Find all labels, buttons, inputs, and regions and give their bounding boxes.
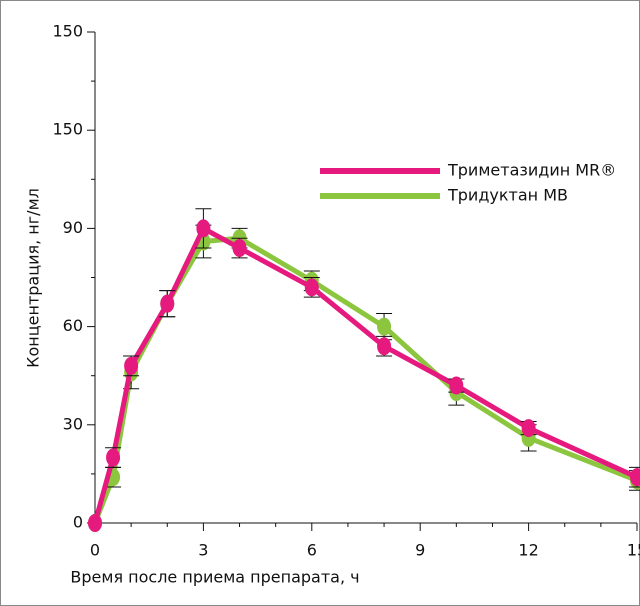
x-tick-label: 9 <box>415 541 425 560</box>
y-axis-label: Концентрация, нг/мл <box>24 188 43 368</box>
y-tick-label: 90 <box>63 218 83 237</box>
legend-label: Тридуктан МВ <box>447 186 568 205</box>
x-tick-label: 0 <box>90 541 100 560</box>
x-tick-label: 6 <box>307 541 317 560</box>
point <box>449 376 464 395</box>
y-tick-label: 60 <box>63 316 83 335</box>
point <box>88 514 102 532</box>
legend-label: Триметазидин MR® <box>447 161 616 180</box>
x-tick-label: 3 <box>198 541 208 560</box>
y-tick-label: 150 <box>52 120 83 139</box>
point <box>196 219 211 238</box>
point <box>304 278 319 297</box>
x-tick-label: 15 <box>627 541 640 560</box>
y-tick-label: 0 <box>73 513 83 532</box>
point <box>630 468 640 487</box>
point <box>160 294 175 313</box>
point <box>106 448 121 467</box>
y-tick-label: 30 <box>63 414 83 433</box>
point <box>377 337 392 356</box>
point <box>124 356 139 375</box>
point <box>232 239 247 258</box>
point <box>521 419 536 438</box>
x-tick-label: 12 <box>518 541 538 560</box>
series-line <box>92 225 639 524</box>
x-axis-label: Время после приема препарата, ч <box>70 568 359 587</box>
point <box>377 317 392 336</box>
y-tick-label: 150 <box>52 22 83 41</box>
